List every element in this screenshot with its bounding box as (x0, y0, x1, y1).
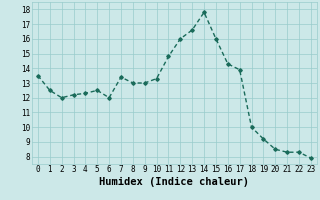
X-axis label: Humidex (Indice chaleur): Humidex (Indice chaleur) (100, 177, 249, 187)
